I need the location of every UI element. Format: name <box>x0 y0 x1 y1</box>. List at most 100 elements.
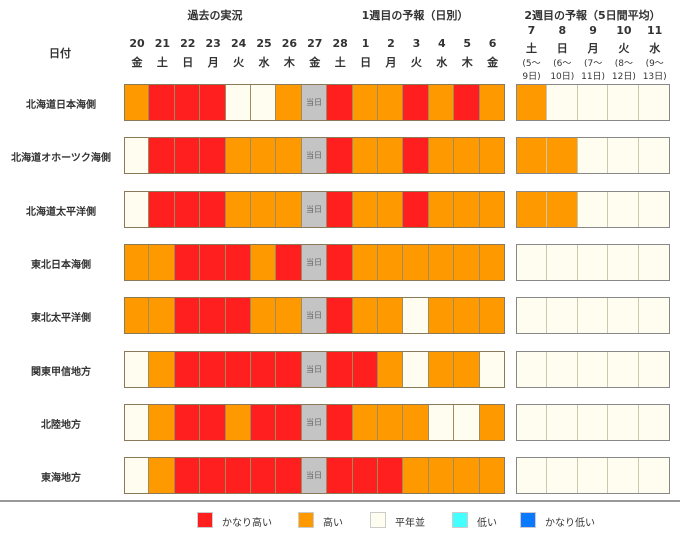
daily-cell <box>352 137 378 175</box>
daily-cell <box>428 190 455 228</box>
daily-cell <box>403 297 429 335</box>
daily-cell <box>251 457 277 495</box>
daily-cell <box>454 190 480 228</box>
legend-label: かなり高い <box>222 518 272 529</box>
daily-row-border <box>124 243 505 281</box>
daily-cell <box>174 350 201 388</box>
daily-cell <box>327 243 353 281</box>
daily-cell <box>149 403 175 441</box>
weekly-cell <box>608 297 640 335</box>
daily-cell <box>378 403 404 441</box>
weekly-cell <box>639 297 670 335</box>
week2-weekday: 土 <box>526 42 537 55</box>
day-number: 6 <box>488 37 497 50</box>
daily-cell <box>225 243 251 281</box>
weekday: 月 <box>385 56 397 69</box>
daily-cell <box>403 243 429 281</box>
daily-cell <box>428 350 455 388</box>
weekly-cell <box>546 137 578 175</box>
daily-cell <box>124 350 150 388</box>
weekly-cell <box>577 350 609 388</box>
weekday: 金 <box>309 56 321 69</box>
daily-cell <box>225 457 251 495</box>
daily-cell <box>251 137 277 175</box>
daily-cell <box>174 137 201 175</box>
weekly-cell <box>577 403 609 441</box>
daily-cell <box>225 190 251 228</box>
daily-row-border <box>124 190 505 228</box>
daily-cell <box>352 243 378 281</box>
weekly-cell <box>516 403 547 441</box>
daily-row-border <box>124 84 505 121</box>
daily-cell <box>200 84 226 121</box>
daily-cell <box>251 403 277 441</box>
daily-cell <box>479 84 505 121</box>
daily-cell <box>454 403 480 441</box>
weekly-cell <box>639 243 670 281</box>
weekday: 水 <box>436 56 448 69</box>
daily-cell <box>403 403 429 441</box>
weekday: 月 <box>207 56 219 69</box>
daily-cell <box>276 190 302 228</box>
daily-cell <box>276 350 302 388</box>
daily-cell <box>403 350 429 388</box>
weekly-cell <box>639 403 670 441</box>
week2-range-start: (9〜 <box>645 59 664 69</box>
day-number: 24 <box>230 37 247 50</box>
daily-cell <box>378 84 404 121</box>
legend-label: 高い <box>323 518 343 529</box>
daily-cell <box>149 190 175 228</box>
daily-cell <box>200 137 226 175</box>
weekly-cell <box>577 84 609 121</box>
daily-cell <box>276 403 302 441</box>
daily-cell <box>124 297 150 335</box>
legend-swatch <box>197 512 213 528</box>
daily-cell <box>428 403 455 441</box>
weekly-cell <box>546 350 578 388</box>
daily-cell <box>352 457 378 495</box>
day-number: 27 <box>307 37 323 50</box>
region-label: 東北日本海側 <box>31 259 91 271</box>
daily-cell <box>225 84 251 121</box>
daily-row-border <box>124 403 505 441</box>
day-number: 2 <box>387 37 395 50</box>
daily-cell <box>124 137 150 175</box>
daily-cell <box>378 243 404 281</box>
weekly-row-border <box>516 243 670 281</box>
legend-label: 平年並 <box>395 518 425 529</box>
weekday: 火 <box>233 56 245 69</box>
week2-range-start: (5〜 <box>522 59 541 69</box>
day-number: 25 <box>256 37 272 50</box>
daily-cell <box>276 84 302 121</box>
weekday: 木 <box>283 56 295 69</box>
daily-cell <box>378 350 404 388</box>
week2-range-end: 12日) <box>611 72 636 82</box>
legend-label: かなり低い <box>545 518 595 529</box>
weekly-cell <box>546 457 578 495</box>
daily-cell <box>174 243 201 281</box>
weekly-row-border <box>516 297 670 335</box>
daily-cell <box>200 297 226 335</box>
daily-cell <box>225 297 251 335</box>
daily-cell <box>225 137 251 175</box>
daily-cell <box>124 403 150 441</box>
region-label: 北陸地方 <box>41 419 81 431</box>
today-cell: 当日 <box>301 137 328 175</box>
day-number: 28 <box>332 37 348 50</box>
region-label: 東北太平洋側 <box>31 313 91 325</box>
daily-cell <box>352 190 378 228</box>
daily-cell <box>352 297 378 335</box>
weekly-cell <box>516 137 547 175</box>
daily-cell <box>124 243 150 281</box>
day-number: 26 <box>281 37 298 50</box>
weekday: 水 <box>258 56 270 69</box>
daily-cell <box>174 297 201 335</box>
weekday: 土 <box>334 56 346 69</box>
region-label: 東海地方 <box>41 473 81 485</box>
region-label: 北海道日本海側 <box>26 100 96 111</box>
region-label: 関東甲信地方 <box>31 366 91 378</box>
daily-cell <box>378 297 404 335</box>
week2-weekday: 水 <box>649 42 661 55</box>
weekly-row-border <box>516 190 670 228</box>
daily-cell <box>454 297 480 335</box>
